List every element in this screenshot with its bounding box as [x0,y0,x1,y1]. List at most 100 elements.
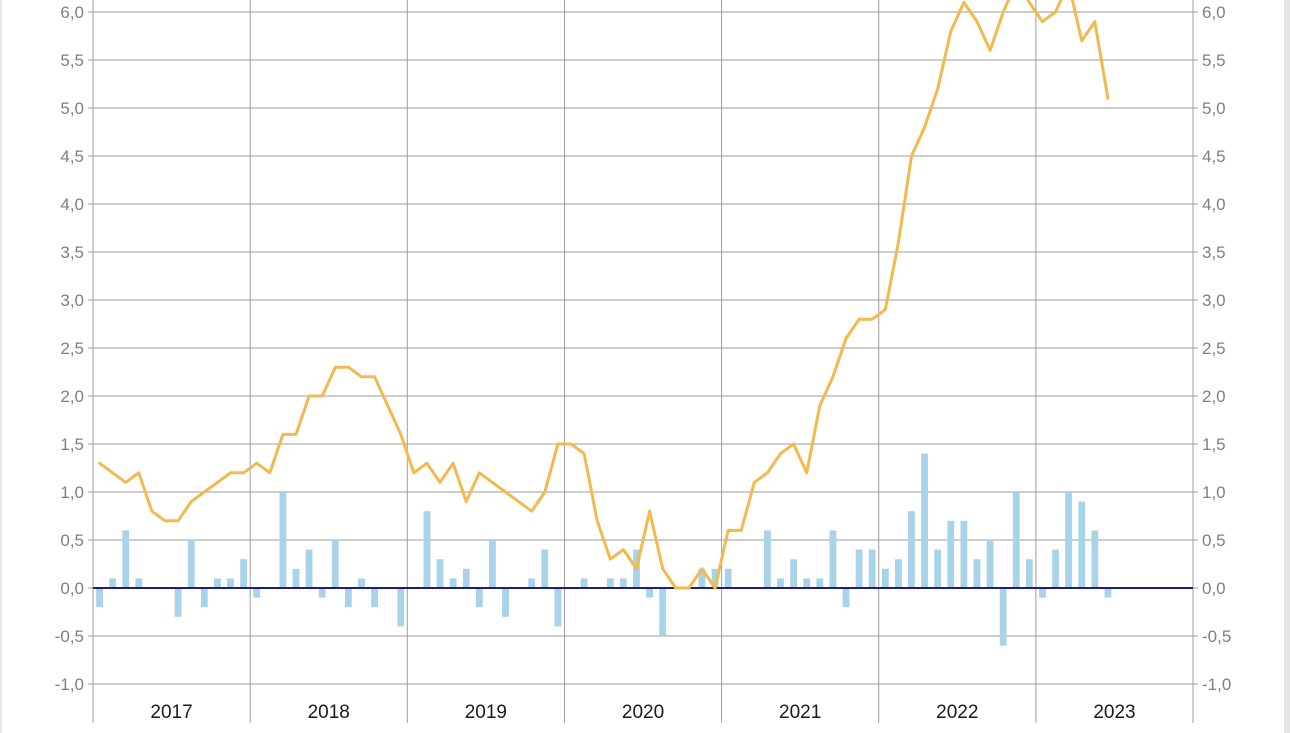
bar [724,568,732,588]
left-tick-label: -0,5 [55,627,84,646]
bar [842,588,850,608]
left-axis-tick-labels: -1,0 -0,5 0,0 0,5 1,0 1,5 2,0 2,5 3,0 3,5 4,0 4,5 5,… [55,3,84,694]
bar [475,588,483,608]
bar [908,511,915,588]
right-frame-edge [1284,0,1290,733]
bar [436,559,444,588]
bar [790,559,798,588]
bar [606,578,614,588]
left-frame-edge [0,0,2,733]
bar [449,578,457,588]
bar [816,578,824,588]
right-tick-label: -0,5 [1202,627,1231,646]
bar [764,530,771,588]
bar [947,520,955,588]
bar [1052,549,1059,588]
line-series-path [98,0,1110,590]
bar [371,588,378,608]
right-tick-label: 4,5 [1202,147,1226,166]
left-tick-label: 5,0 [60,99,84,118]
bar [423,511,431,588]
right-tick-label: 2,0 [1202,387,1226,406]
bar [554,588,562,627]
bar [829,530,837,588]
bar [1091,530,1099,588]
bar [397,588,405,627]
bar [1025,559,1033,588]
bar [580,578,588,588]
axes [88,0,1198,723]
bar [462,568,470,588]
bar [711,568,719,588]
year-label: 2021 [779,702,821,723]
left-tick-label: 1,5 [60,435,84,454]
bar [96,588,103,608]
bar [174,588,182,617]
year-label: 2022 [936,702,978,723]
right-tick-label: 2,5 [1202,339,1226,358]
year-label: 2017 [150,702,192,723]
bar [1012,492,1020,588]
bar [187,540,195,588]
right-tick-label: 5,5 [1202,51,1226,70]
left-tick-label: 6,0 [60,3,84,22]
right-axis-tick-labels: -1,0 -0,5 0,0 0,5 1,0 1,5 2,0 2,5 3,0 3,5 4,0 4,5 5,… [1202,3,1231,694]
bar [1104,588,1112,598]
year-label: 2023 [1093,702,1135,723]
bar [698,568,706,588]
left-tick-label: 0,0 [60,579,84,598]
bar-series [96,453,1112,646]
bar [803,578,811,588]
bar [868,549,876,588]
bar [502,588,509,617]
year-label: 2020 [622,702,664,723]
bar [279,492,287,588]
x-axis-year-labels: 2017 2018 2019 2020 2021 2022 2023 [150,702,1135,723]
bar [358,578,365,588]
bar [1039,588,1046,598]
bar [960,520,968,588]
left-tick-label: 1,0 [60,483,84,502]
bar [253,588,261,598]
right-tick-label: 0,5 [1202,531,1226,550]
bar [292,568,300,588]
bar [973,559,981,588]
bar [122,530,130,588]
right-tick-label: 1,5 [1202,435,1226,454]
bar [894,559,902,588]
bar [999,588,1007,646]
year-label: 2018 [308,702,350,723]
bar [777,578,784,588]
bar [881,568,889,588]
right-tick-label: 6,0 [1202,3,1226,22]
bar [200,588,208,608]
bar [619,578,627,588]
bar [1065,492,1073,588]
bar [855,549,863,588]
left-tick-label: 4,5 [60,147,84,166]
line-series [98,0,1110,590]
left-tick-label: 4,0 [60,195,84,214]
left-tick-label: 3,0 [60,291,84,310]
bar [986,540,994,588]
left-tick-label: 0,5 [60,531,84,550]
bar [659,588,667,636]
right-tick-label: 0,0 [1202,579,1226,598]
bar [331,540,339,588]
bar [227,578,234,588]
right-tick-label: 4,0 [1202,195,1226,214]
year-label: 2019 [465,702,507,723]
bar [344,588,352,608]
right-tick-label: 3,0 [1202,291,1226,310]
bar [135,578,143,588]
bar [541,549,549,588]
left-tick-label: 2,0 [60,387,84,406]
right-tick-label: -1,0 [1202,675,1231,694]
horizontal-gridlines [93,11,1193,685]
bar [921,453,928,588]
right-tick-label: 3,5 [1202,243,1226,262]
bar [240,559,248,588]
left-tick-label: 2,5 [60,339,84,358]
right-tick-label: 5,0 [1202,99,1226,118]
